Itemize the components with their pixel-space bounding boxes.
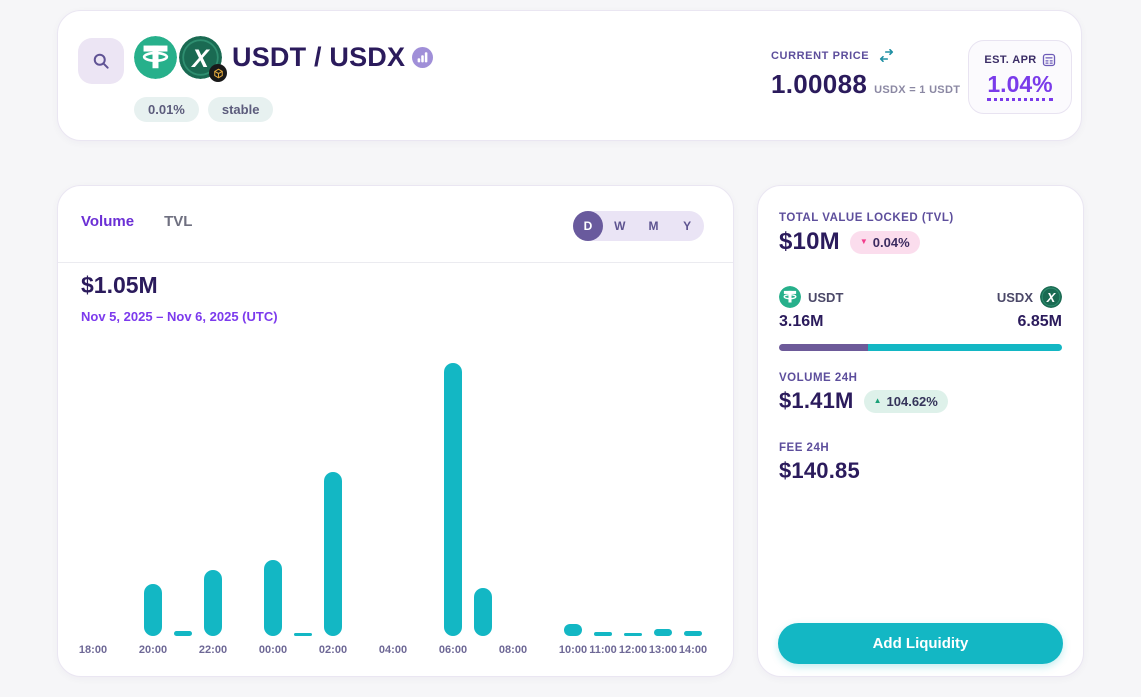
x-axis-label: 12:00 (618, 644, 648, 656)
range-option-week[interactable]: W (614, 219, 626, 233)
composition-token-row: USDT USDX X (779, 286, 1062, 308)
divider (58, 262, 733, 263)
usdx-group: USDX X (997, 286, 1062, 308)
fee-tier-badge: 0.01% (134, 97, 199, 122)
chart-total: $1.05M (81, 272, 158, 298)
x-axis-label: 22:00 (198, 644, 228, 656)
tvl-progress-left (779, 344, 869, 351)
volume-bar[interactable] (144, 584, 162, 636)
volume-bar[interactable] (564, 624, 582, 636)
tvl-change-value: 0.04% (872, 234, 910, 250)
chart-card: Volume TVL D W M Y $1.05M Nov 5, 2025 – … (57, 185, 734, 677)
range-selector: D W M Y (573, 211, 704, 241)
current-price-label: CURRENT PRICE (771, 49, 870, 62)
x-axis-label: 10:00 (558, 644, 588, 656)
volume-bar[interactable] (204, 570, 222, 636)
tvl-label: TOTAL VALUE LOCKED (TVL) (779, 212, 954, 224)
usdt-label: USDT (808, 289, 844, 305)
volume-bar[interactable] (174, 631, 192, 636)
volume-bar[interactable] (294, 633, 312, 636)
volume24h-change-value: 104.62% (886, 393, 938, 409)
up-triangle-icon: ▲ (873, 396, 882, 405)
usdx-token-icon: X (179, 36, 227, 82)
swap-arrows-icon[interactable] (878, 49, 895, 62)
fee24h-label: FEE 24H (779, 442, 830, 454)
pair-badges: 0.01% stable (134, 97, 274, 122)
pool-stats-card: TOTAL VALUE LOCKED (TVL) $10M ▼ 0.04% US… (757, 185, 1084, 677)
pair-title: USDT / USDX (232, 42, 406, 72)
svg-text:X: X (1046, 290, 1057, 305)
current-price-block: CURRENT PRICE 1.00088 USDX = 1 USDT (771, 49, 960, 100)
volume-bar[interactable] (474, 588, 492, 636)
usdt-small-icon (779, 286, 801, 308)
usdt-amount: 3.16M (779, 313, 824, 330)
x-axis-label: 04:00 (378, 644, 408, 656)
svg-text:X: X (190, 45, 210, 73)
search-button[interactable] (78, 38, 124, 84)
current-price-unit: USDX = 1 USDT (874, 84, 961, 96)
volume-bar[interactable] (444, 363, 462, 636)
volume-chart: 18:00 20:00 22:00 00:00 02:00 04:00 06:00 08:00… (58, 336, 735, 656)
chart-tabs: Volume TVL (81, 213, 192, 230)
add-liquidity-button[interactable]: Add Liquidity (778, 623, 1063, 664)
usdx-amount: 6.85M (1017, 313, 1062, 330)
usdt-token-icon (134, 36, 177, 79)
tvl-value: $10M (779, 228, 840, 255)
volume-bar[interactable] (654, 629, 672, 636)
chain-badge-icon (209, 64, 227, 82)
pair-header-card: X USDT / USDX 0.01% stable CURRENT PRICE (57, 10, 1082, 141)
est-apr-label: EST. APR (984, 54, 1037, 67)
x-axis-label: 14:00 (678, 644, 708, 656)
tab-volume[interactable]: Volume (81, 213, 135, 230)
x-axis-label: 13:00 (648, 644, 678, 656)
search-icon (91, 51, 111, 71)
x-axis-label: 20:00 (138, 644, 168, 656)
range-option-year[interactable]: Y (683, 219, 692, 233)
volume-bar[interactable] (324, 472, 342, 636)
x-axis-label: 08:00 (498, 644, 528, 656)
tab-tvl[interactable]: TVL (164, 213, 193, 230)
x-axis-label: 06:00 (438, 644, 468, 656)
tvl-change-badge: ▼ 0.04% (849, 230, 920, 254)
usdt-group: USDT (779, 286, 843, 308)
x-axis-label: 00:00 (258, 644, 288, 656)
volume-bar[interactable] (684, 631, 702, 636)
stats-icon[interactable] (412, 47, 434, 68)
x-axis-label: 11:00 (589, 644, 617, 656)
x-axis-label: 02:00 (318, 644, 348, 656)
est-apr-value: 1.04% (987, 72, 1053, 101)
fee24h-value: $140.85 (779, 458, 860, 483)
tvl-progress-right (868, 344, 1062, 351)
current-price-value: 1.00088 (771, 69, 868, 99)
volume-bar[interactable] (594, 632, 612, 636)
usdx-small-icon: X (1040, 286, 1062, 308)
composition-amounts: 3.16M 6.85M (779, 313, 1062, 331)
usdx-label: USDX (996, 289, 1033, 305)
tvl-progress-bar (779, 344, 1062, 351)
est-apr-card[interactable]: EST. APR 1.04% (968, 40, 1072, 114)
chart-date-range: Nov 5, 2025 – Nov 6, 2025 (UTC) (81, 309, 278, 324)
volume24h-value: $1.41M (779, 388, 854, 413)
down-triangle-icon: ▼ (859, 237, 868, 246)
volume-bar[interactable] (264, 560, 282, 636)
x-axis-label: 18:00 (78, 644, 108, 656)
range-option-month[interactable]: M (648, 219, 659, 233)
range-option-day[interactable]: D (573, 211, 603, 241)
calculator-icon (1042, 53, 1056, 67)
pair-row: X USDT / USDX (134, 36, 434, 82)
volume24h-change-badge: ▲ 104.62% (863, 389, 948, 413)
volume-bar[interactable] (624, 633, 642, 636)
stable-badge: stable (207, 97, 274, 122)
volume24h-label: VOLUME 24H (779, 372, 858, 384)
